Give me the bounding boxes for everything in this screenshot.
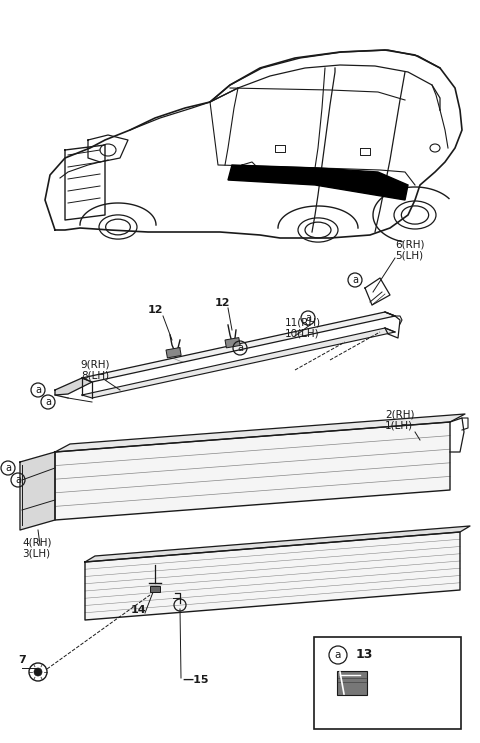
Text: 12: 12 <box>147 305 163 315</box>
Bar <box>166 348 181 358</box>
Bar <box>150 586 160 592</box>
Text: 9(RH)
8(LH): 9(RH) 8(LH) <box>80 359 110 381</box>
Polygon shape <box>85 532 460 620</box>
Text: 4(RH)
3(LH): 4(RH) 3(LH) <box>22 537 51 559</box>
Text: a: a <box>352 275 358 285</box>
Polygon shape <box>85 526 470 562</box>
Text: a: a <box>5 463 11 473</box>
Text: 11(RH)
10(LH): 11(RH) 10(LH) <box>285 317 321 339</box>
Text: 2(RH)
1(LH): 2(RH) 1(LH) <box>385 409 415 431</box>
Text: 7: 7 <box>18 655 26 665</box>
Polygon shape <box>55 422 450 520</box>
Text: a: a <box>15 475 21 485</box>
Text: 6(RH)
5(LH): 6(RH) 5(LH) <box>395 239 424 261</box>
Text: a: a <box>35 385 41 395</box>
Text: a: a <box>305 313 311 323</box>
Text: 12: 12 <box>214 298 230 308</box>
Polygon shape <box>82 328 395 398</box>
Polygon shape <box>55 414 465 452</box>
Bar <box>225 337 240 348</box>
FancyBboxPatch shape <box>314 637 461 729</box>
Polygon shape <box>55 378 92 395</box>
Text: —15: —15 <box>182 675 208 685</box>
Text: a: a <box>237 343 243 353</box>
FancyBboxPatch shape <box>337 671 367 695</box>
Polygon shape <box>228 165 408 200</box>
Text: a: a <box>45 397 51 407</box>
Polygon shape <box>20 452 55 530</box>
Text: a: a <box>335 650 341 660</box>
Polygon shape <box>82 312 395 382</box>
Text: 13: 13 <box>356 649 373 661</box>
Circle shape <box>34 668 42 676</box>
Text: 14: 14 <box>130 605 146 615</box>
